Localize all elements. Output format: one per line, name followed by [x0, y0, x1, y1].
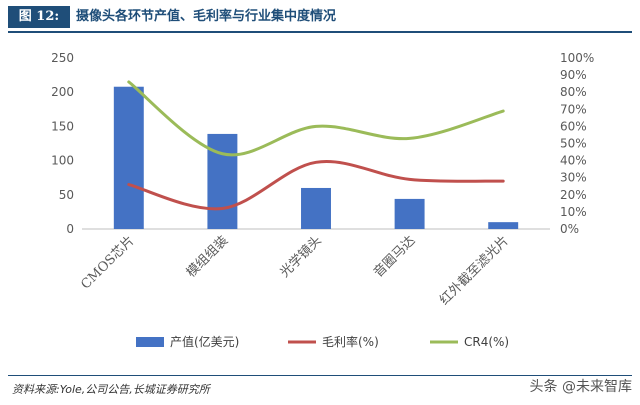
- x-tick-label: 模组组装: [184, 233, 231, 280]
- cr4-line: [127, 80, 505, 157]
- y-right-tick-label: 70%: [560, 102, 587, 116]
- y-right-tick-label: 0%: [560, 222, 579, 236]
- bar: [488, 222, 519, 229]
- header-divider: [8, 31, 632, 33]
- legend-label: CR4(%): [464, 335, 509, 349]
- legend-label: 产值(亿美元): [170, 334, 239, 349]
- bar: [394, 198, 425, 229]
- legend-label: 毛利率(%): [322, 334, 379, 349]
- y-right-tick-label: 40%: [560, 154, 587, 168]
- y-right-tick-label: 20%: [560, 188, 587, 202]
- source-note: 资料来源:Yole,公司公告,长城证券研究所: [12, 383, 210, 396]
- bar: [113, 86, 144, 229]
- bar: [207, 133, 238, 229]
- y-right-tick-label: 50%: [560, 137, 587, 151]
- footer-divider: [8, 375, 632, 376]
- y-right-tick-label: 10%: [560, 205, 587, 219]
- y-right-tick-label: 90%: [560, 68, 587, 82]
- bar: [301, 187, 331, 229]
- y-right-tick-label: 100%: [560, 51, 594, 65]
- y-right-tick-label: 30%: [560, 171, 587, 185]
- y-left-tick-label: 50: [59, 188, 74, 202]
- x-tick-label: CMOS芯片: [78, 233, 137, 292]
- x-tick-label: 光学镜头: [277, 233, 325, 281]
- y-left-tick-label: 250: [51, 51, 74, 65]
- x-tick-label: 红外截至滤光片: [436, 233, 512, 309]
- y-right-tick-label: 60%: [560, 119, 587, 133]
- gross-margin-line: [127, 160, 505, 211]
- y-right-tick-label: 80%: [560, 85, 587, 99]
- y-left-tick-label: 0: [66, 222, 74, 236]
- x-tick-label: 音圈马达: [370, 233, 418, 281]
- figure-header: 图 12: 摄像头各环节产值、毛利率与行业集中度情况: [8, 6, 632, 28]
- y-left-tick-label: 150: [51, 119, 74, 133]
- legend-swatch: [136, 337, 164, 347]
- y-left-tick-label: 100: [51, 154, 74, 168]
- figure-label: 图 12:: [8, 6, 70, 28]
- watermark: 头条 @未来智库: [529, 379, 632, 395]
- figure-title: 摄像头各环节产值、毛利率与行业集中度情况: [76, 9, 337, 24]
- y-left-tick-label: 200: [51, 85, 74, 99]
